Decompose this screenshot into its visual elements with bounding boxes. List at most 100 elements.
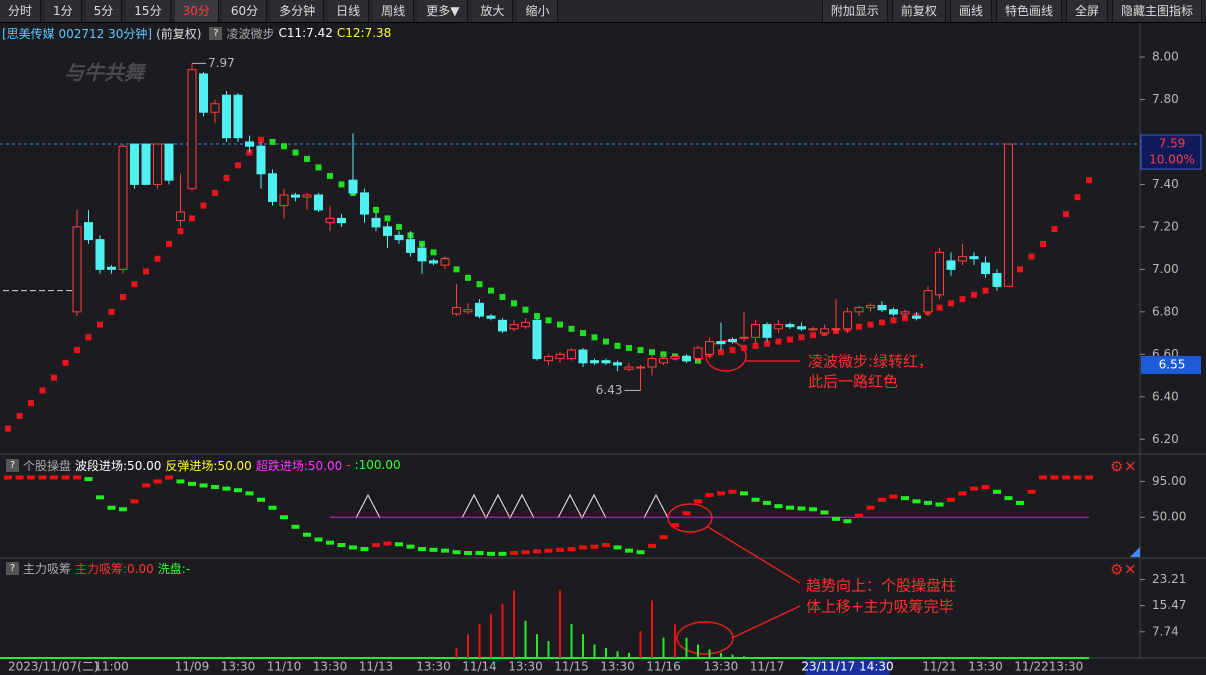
step-bar — [314, 537, 323, 542]
candle-body — [601, 360, 611, 364]
step-bar — [613, 545, 622, 550]
step-bar — [360, 547, 369, 552]
candle-body — [555, 353, 565, 360]
help[interactable]: ? — [6, 458, 19, 472]
indicator-dot — [810, 332, 816, 339]
step-bar — [119, 507, 127, 512]
toolbar-button[interactable]: 全屏 — [1065, 0, 1108, 22]
toolbar-button[interactable]: 附加显示 — [821, 0, 888, 22]
candle-body — [325, 217, 335, 224]
candle-body — [912, 315, 921, 319]
candle-body — [969, 256, 979, 260]
main-header: [思美传媒 002712 30分钟] (前复权) ? 凌波微步 C11:7.42… — [2, 24, 395, 42]
toolbar-button[interactable]: 60分 — [222, 0, 268, 22]
indicator-dot — [465, 274, 471, 281]
step-bar — [510, 551, 518, 556]
candle-body — [245, 141, 254, 147]
y-tick-label: 6.20 — [1152, 432, 1179, 446]
toolbar-button[interactable]: 缩小 — [517, 0, 559, 22]
candle-body — [233, 94, 243, 139]
y-tick-label: 6.80 — [1152, 304, 1179, 318]
step-bar — [199, 483, 208, 488]
price-tag-text: 7.59 — [1159, 137, 1186, 151]
candle-body — [739, 336, 749, 339]
step-bar — [464, 551, 472, 556]
close-icon[interactable]: ✕ — [1124, 561, 1137, 579]
indicator-dot — [143, 268, 149, 275]
corner-mark — [1130, 547, 1140, 557]
help[interactable]: ? — [6, 561, 19, 575]
toolbar-button[interactable]: 日线 — [328, 0, 370, 22]
y-tick-label: 15.47 — [1152, 598, 1186, 612]
toolbar-button[interactable]: 1分 — [45, 0, 82, 22]
step-bar — [947, 497, 955, 502]
help[interactable]: ? — [209, 26, 223, 40]
panel-legend: ? 主力吸筹 主力吸筹:0.00 洗盘:- — [2, 559, 194, 577]
step-bar — [809, 507, 817, 512]
step-bar — [855, 513, 863, 518]
candle-body — [141, 143, 151, 185]
callout-line — [707, 526, 801, 584]
x-tick-label: 11/10 — [267, 660, 302, 674]
toolbar-button[interactable]: 画线 — [949, 0, 992, 22]
toolbar-button[interactable]: 周线 — [373, 0, 415, 22]
step-bar — [280, 515, 288, 520]
indicator-dot — [637, 347, 644, 354]
candle-body — [843, 311, 852, 330]
indicator-dot — [223, 175, 230, 182]
indicator-dot — [396, 223, 402, 230]
security: [思美传媒 002712 30分钟] — [2, 26, 153, 41]
x-tick-label: 11/21 — [922, 660, 957, 674]
toolbar-button[interactable]: 前复权 — [891, 0, 946, 22]
candle-body — [268, 173, 277, 202]
candle-body — [463, 309, 473, 313]
step-bar — [671, 523, 679, 528]
legend-entry: 主力吸筹:0.00 — [75, 561, 154, 576]
highlight-ellipse — [667, 503, 713, 533]
x-tick-label: 13:30 — [600, 660, 635, 674]
settings-icon[interactable]: ⚙ — [1110, 561, 1123, 579]
toolbar-button[interactable]: 15分 — [126, 0, 171, 22]
toolbar-button[interactable]: 5分 — [85, 0, 123, 22]
step-bar — [797, 506, 806, 511]
annotation: 凌波微步:绿转红， — [808, 353, 933, 371]
indicator-dot — [798, 334, 805, 341]
indicator-dot — [1017, 266, 1023, 273]
toolbar-button[interactable]: 特色画线 — [995, 0, 1062, 22]
indicator-dot — [373, 206, 379, 213]
toolbar-button[interactable]: 隐藏主图指标 — [1111, 0, 1202, 22]
step-bar — [406, 544, 415, 549]
step-bar — [1050, 475, 1059, 480]
toolbar-left: 分时 1分 5分 15分 30分 60分 多分钟 日线 周线 更多▼ 放大 缩小 — [0, 0, 562, 22]
step-bar — [487, 551, 495, 556]
toolbar-button[interactable]: 多分钟 — [271, 0, 325, 22]
indicator-dot — [85, 334, 92, 341]
x-tick-label: 11/15 — [554, 660, 589, 674]
toolbar-button[interactable]: 放大 — [472, 0, 514, 22]
candle-body — [578, 349, 588, 364]
candle-body — [647, 358, 657, 368]
toolbar-button[interactable]: 分时 — [0, 0, 42, 22]
step-bar — [843, 519, 852, 524]
candle-body — [72, 226, 82, 313]
step-bar — [107, 505, 116, 510]
toolbar-button[interactable]: 更多▼ — [418, 0, 469, 22]
indicator-dot — [131, 281, 138, 288]
candle-body — [820, 328, 829, 334]
step-bar — [1004, 496, 1013, 501]
entry-markers — [355, 493, 669, 520]
toolbar-button[interactable]: 30分 — [174, 0, 219, 22]
close-icon[interactable]: ✕ — [1124, 458, 1137, 476]
indicator-dot — [603, 338, 609, 345]
candle-body — [475, 302, 484, 317]
candle-body — [854, 307, 864, 313]
step-bar — [579, 545, 587, 550]
step-bar — [924, 500, 932, 505]
settings-icon[interactable]: ⚙ — [1110, 458, 1123, 476]
step-bar — [694, 499, 702, 504]
candle-body — [532, 319, 542, 360]
indicator-value: C11:7.42 — [278, 26, 333, 40]
indicator-dot — [1086, 177, 1092, 184]
indicator-dot — [626, 344, 632, 351]
x-tick-label: 11/09 — [175, 660, 210, 674]
